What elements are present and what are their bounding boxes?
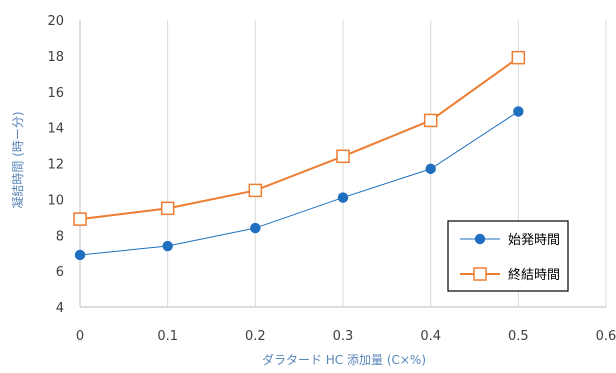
series-group (73, 50, 526, 261)
y-tick-label: 4 (56, 301, 64, 316)
data-point (423, 113, 438, 128)
legend-label: 終結時間 (508, 267, 560, 283)
legend-marker (474, 233, 486, 245)
x-tick-label: 0.6 (596, 329, 616, 344)
data-point (250, 222, 261, 234)
data-point (336, 149, 350, 164)
gridlines (167, 20, 607, 307)
y-tick-label: 16 (47, 86, 64, 101)
data-point (337, 192, 349, 203)
y-tick-label: 14 (47, 122, 64, 137)
y-tick-label: 6 (56, 265, 64, 280)
x-tick-label: 0.3 (333, 329, 354, 344)
x-tick-label: 0.5 (508, 329, 529, 344)
y-tick-label: 12 (47, 158, 64, 173)
x-axis-title: ダラタード HC 添加量 (C×%) (262, 352, 426, 367)
legend-box (447, 220, 569, 292)
series-line (79, 111, 519, 256)
x-tick-label: 0.2 (245, 329, 266, 344)
y-tick-label: 10 (47, 193, 64, 208)
x-tick-label: 0 (76, 329, 84, 344)
y-tick-label: 18 (47, 50, 64, 65)
x-tick-labels: 0 0.1 0.2 0.3 0.4 0.5 0.6 (76, 329, 616, 344)
data-point (162, 240, 173, 252)
data-point (513, 106, 524, 117)
y-axis-title: 凝結時間 (時ー分) (10, 111, 25, 208)
data-point (74, 249, 86, 261)
x-tick-label: 0.1 (157, 329, 178, 344)
x-tick-label: 0.4 (420, 329, 441, 344)
legend-marker (473, 267, 487, 281)
data-point (73, 212, 87, 226)
y-tick-labels: 4 6 8 10 12 14 16 18 20 (47, 14, 64, 316)
data-point (160, 201, 175, 216)
y-tick-label: 8 (56, 229, 64, 244)
series-2 (73, 50, 526, 226)
data-point (425, 163, 436, 175)
legend-label: 始発時間 (508, 233, 560, 248)
data-point (248, 183, 263, 198)
y-tick-label: 20 (47, 14, 64, 29)
series-line (79, 56, 519, 221)
series-1 (74, 106, 524, 261)
data-point (511, 50, 526, 65)
